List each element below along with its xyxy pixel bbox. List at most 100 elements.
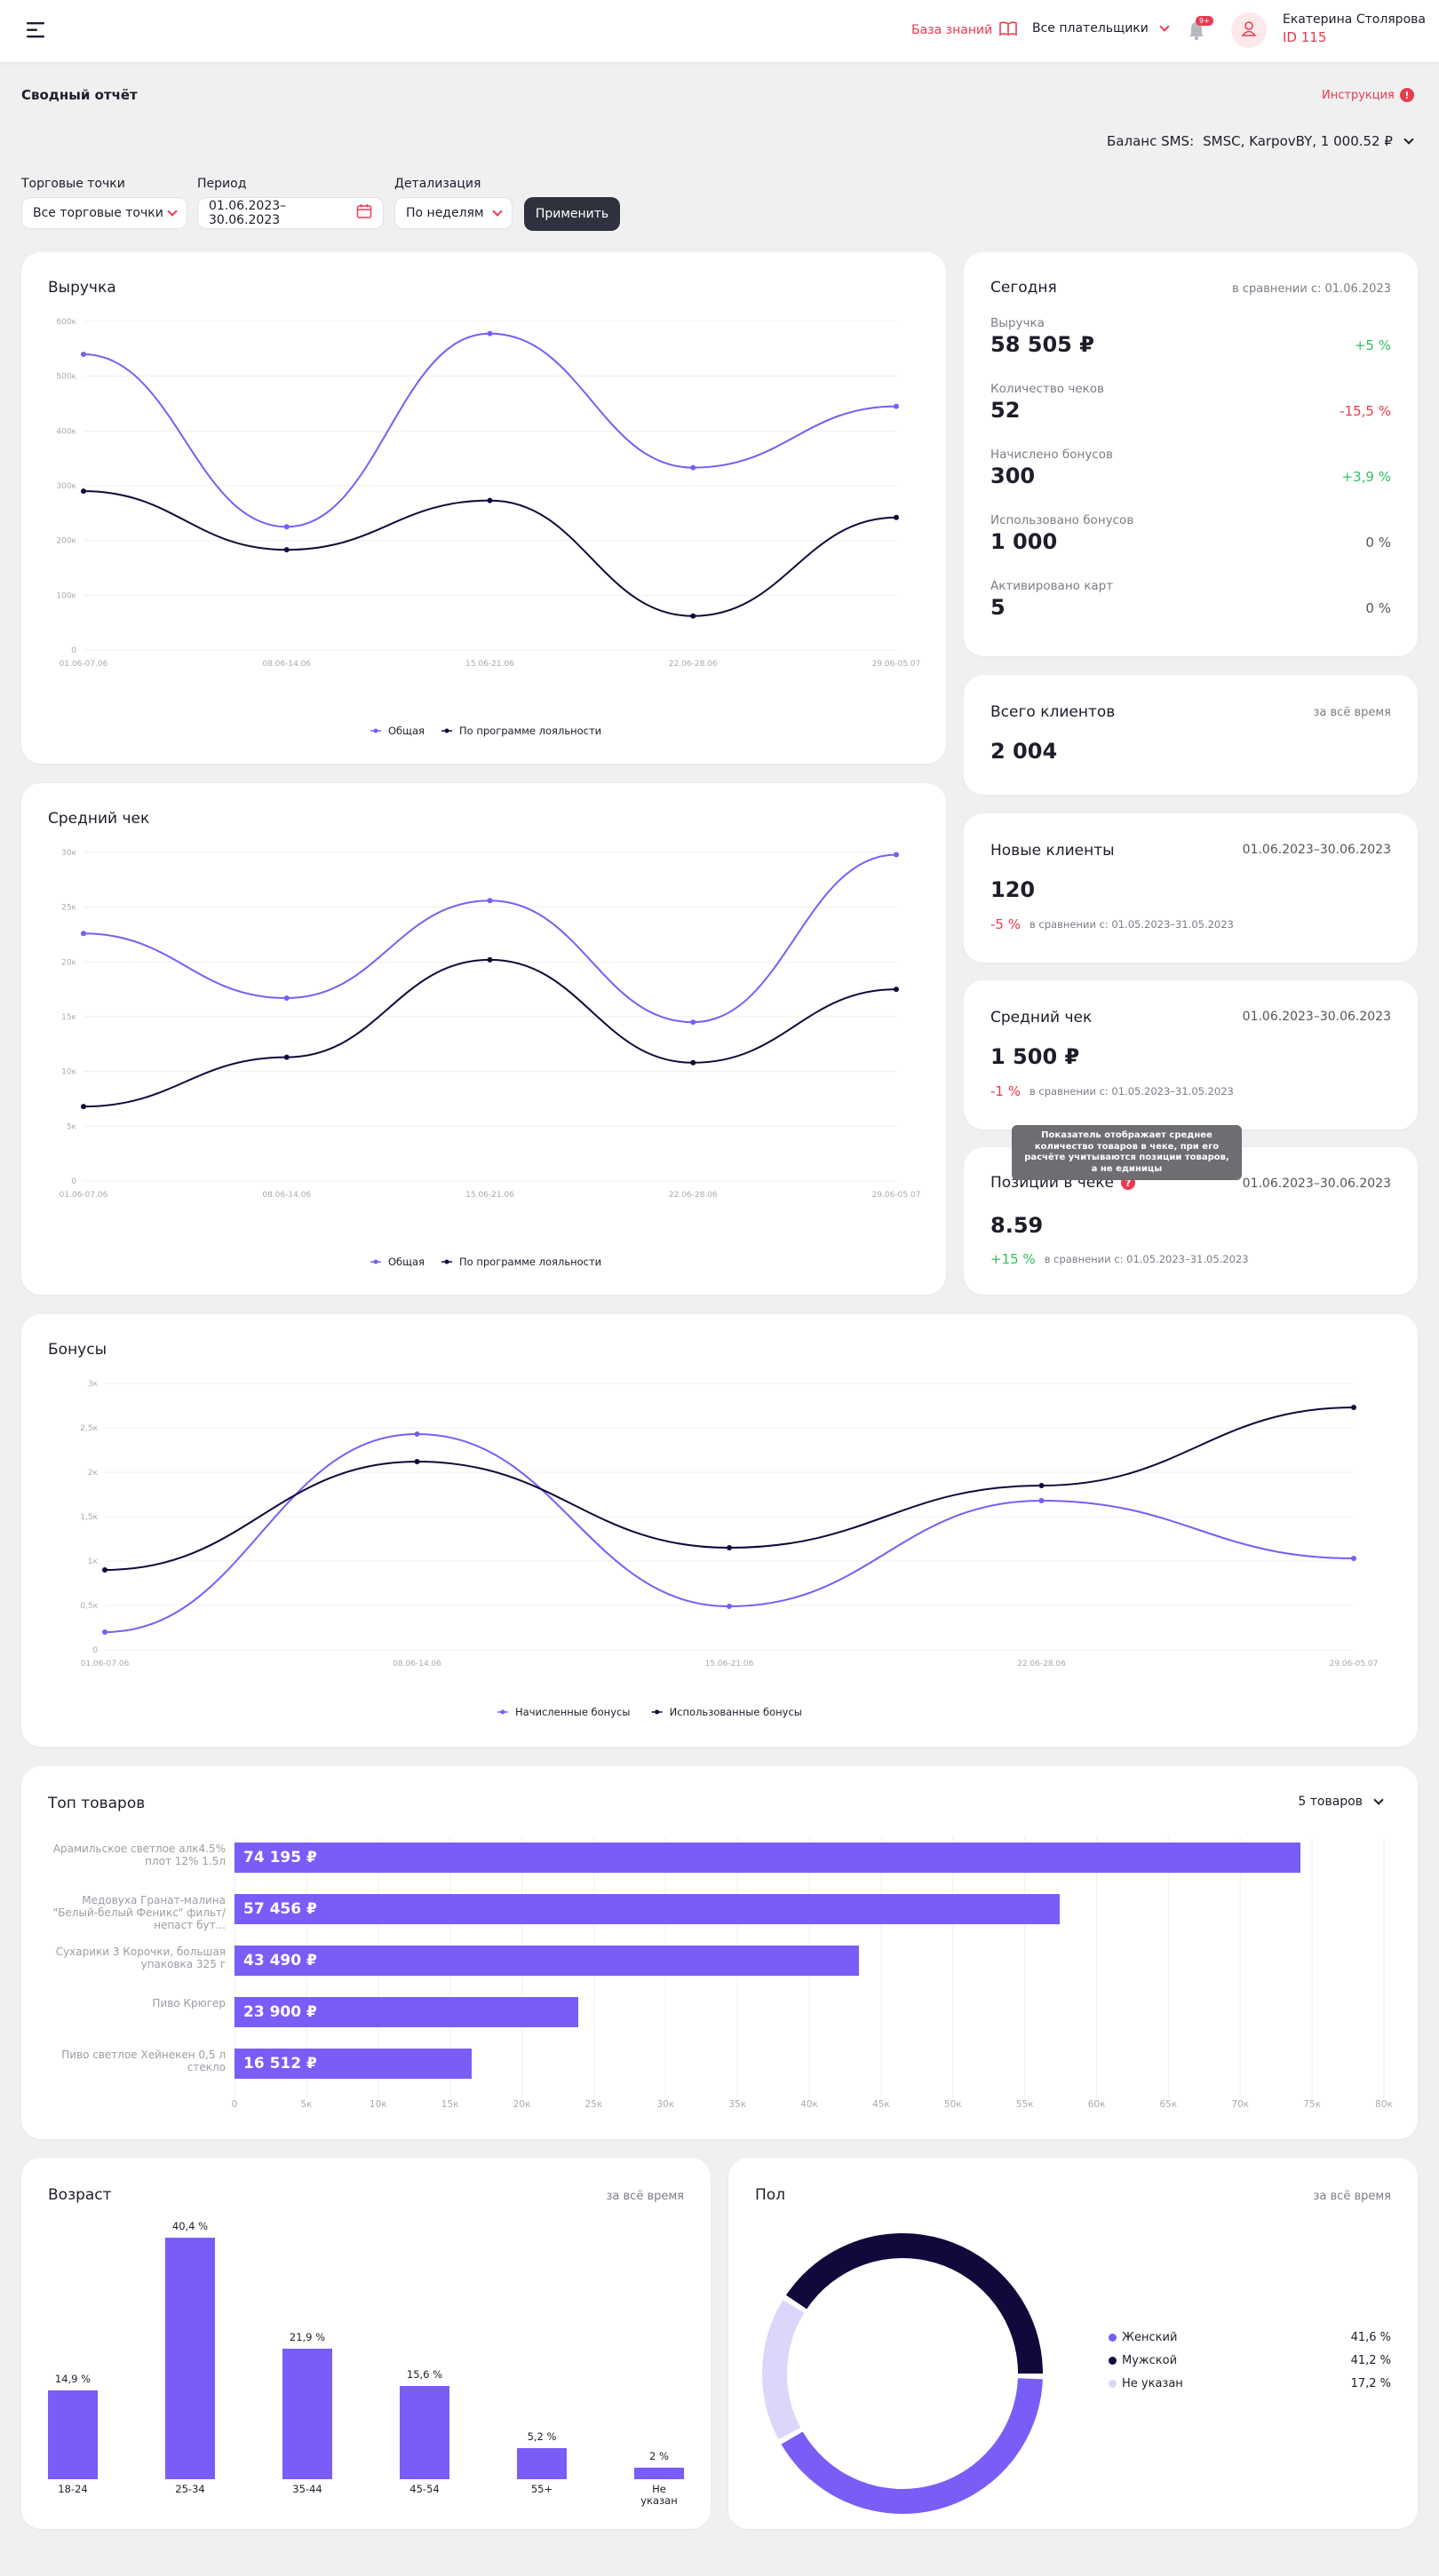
knowledge-base-link[interactable]: База знаний xyxy=(911,21,1017,39)
gender-legend-item: Не указан xyxy=(1109,2377,1183,2390)
book-icon xyxy=(999,21,1017,39)
data-point xyxy=(414,1431,420,1437)
gender-title: Пол xyxy=(755,2186,786,2204)
x-tick-label: 08.06-14.06 xyxy=(393,1660,441,1668)
y-tick-label: 0,5к xyxy=(80,1602,98,1611)
series-line xyxy=(104,1432,1355,1633)
y-tick-label: 200к xyxy=(56,537,76,546)
age-bar xyxy=(48,2390,98,2479)
x-tick-label: 80к xyxy=(1375,2099,1393,2110)
x-tick-label: 50к xyxy=(944,2099,962,2110)
y-tick-label: 30к xyxy=(61,849,76,858)
legend-marker xyxy=(444,1259,449,1264)
data-point xyxy=(487,330,493,337)
data-point xyxy=(1038,1498,1045,1503)
top-products-select[interactable]: 5 товаров xyxy=(1298,1795,1384,1809)
product-bar: 57 456 ₽ xyxy=(235,1894,1061,1924)
new-clients-delta: -5 % xyxy=(990,916,1021,932)
donut-slice xyxy=(762,2300,805,2440)
top-products-chart: 0 5к 10к 15к 20к 25к 30к 35к 40к 45к 50к 55к 60к 65к 7… xyxy=(21,1766,1418,2139)
y-tick-label: 0 xyxy=(71,1177,76,1186)
gender-period: за всё время xyxy=(1313,2190,1392,2203)
x-tick-label: 70к xyxy=(1231,2099,1249,2110)
age-category-label: 35-44 xyxy=(292,2483,322,2495)
y-tick-label: 5к xyxy=(67,1122,77,1131)
menu-icon[interactable] xyxy=(27,21,46,39)
product-name: Сухарики 3 Корочки, большая упаковка 325… xyxy=(55,1946,226,1970)
data-point xyxy=(894,403,899,409)
age-value-label: 2 % xyxy=(649,2449,669,2462)
legend-label: Общая xyxy=(388,1256,425,1268)
data-point xyxy=(283,1054,290,1060)
revenue-card: Выручка 0 100к 200к 300к 400к 500к 600к 01.06-0… xyxy=(21,252,946,764)
legend-label: Начисленные бонусы xyxy=(515,1706,630,1718)
data-point xyxy=(1351,1556,1356,1561)
positions-compare: в сравнении с: 01.05.2023–31.05.2023 xyxy=(1044,1253,1249,1265)
y-tick-label: 0 xyxy=(92,1646,98,1655)
stat-label: Количество чеков xyxy=(990,382,1104,396)
x-tick-label: 29.06-05.07 xyxy=(872,1191,921,1200)
x-tick-label: 20к xyxy=(513,2099,531,2110)
stat-value: 5 xyxy=(990,595,1006,620)
new-clients-title: Новые клиенты xyxy=(990,842,1115,860)
bonus-card: Бонусы 0 0,5к 1к 1,5к 2к 2,5к 3к 01.06-07.06 08.… xyxy=(21,1314,1418,1747)
age-category-label: 55+ xyxy=(530,2483,553,2495)
y-tick-label: 10к xyxy=(61,1068,76,1077)
stat-label: Активировано карт xyxy=(990,579,1114,593)
product-name: Пиво Крюгер xyxy=(152,1997,226,2009)
data-point xyxy=(81,931,86,937)
instruction-link[interactable]: Инструкция ! xyxy=(1322,88,1414,102)
series-line xyxy=(83,490,897,617)
y-tick-label: 0 xyxy=(71,646,76,655)
chevron-down-icon xyxy=(167,206,178,217)
data-point xyxy=(81,488,86,495)
x-tick-label: 15к xyxy=(441,2099,459,2110)
avg-check-stat-period: 01.06.2023–30.06.2023 xyxy=(1242,1010,1391,1024)
total-clients-period: за всё время xyxy=(1313,706,1392,719)
knowledge-base-label: База знаний xyxy=(911,23,993,37)
legend-marker xyxy=(655,1709,660,1715)
new-clients-card: Новые клиенты 01.06.2023–30.06.2023 120 … xyxy=(964,813,1418,963)
x-tick-label: 22.06-28.06 xyxy=(669,660,718,669)
x-tick-label: 60к xyxy=(1088,2099,1106,2110)
y-tick-label: 3к xyxy=(88,1380,99,1389)
avatar[interactable] xyxy=(1231,12,1267,48)
data-point xyxy=(283,995,290,1002)
age-category-label: 25-34 xyxy=(175,2483,205,2495)
legend-marker xyxy=(444,728,449,733)
payers-select[interactable]: Все плательщики xyxy=(1032,21,1170,36)
y-tick-label: 600к xyxy=(56,318,76,327)
notifications-bell[interactable]: 9+ xyxy=(1187,16,1213,43)
top-bar: База знаний Все плательщики 9+ Екатерина… xyxy=(0,0,1439,62)
apply-button[interactable]: Применить xyxy=(524,197,620,231)
detail-select[interactable]: По неделям xyxy=(394,197,513,229)
legend-marker xyxy=(1109,2357,1117,2365)
total-clients-value: 2 004 xyxy=(990,739,1058,764)
points-select[interactable]: Все торговые точки xyxy=(21,197,187,229)
data-point xyxy=(283,524,290,530)
x-tick-label: 25к xyxy=(585,2099,603,2110)
positions-delta: +15 % xyxy=(990,1251,1036,1267)
data-point xyxy=(283,547,290,553)
age-bar xyxy=(165,2238,215,2479)
age-title: Возраст xyxy=(48,2186,112,2204)
legend-label: По программе лояльности xyxy=(459,1256,601,1268)
y-tick-label: 400к xyxy=(56,427,76,436)
x-tick-label: 40к xyxy=(800,2099,818,2110)
age-bar xyxy=(634,2467,684,2479)
data-point xyxy=(690,613,696,619)
today-title: Сегодня xyxy=(990,279,1057,297)
period-input[interactable]: 01.06.2023–30.06.2023 xyxy=(197,197,384,229)
points-filter-label: Торговые точки xyxy=(21,177,125,191)
y-tick-label: 500к xyxy=(56,373,76,382)
new-clients-value: 120 xyxy=(990,877,1036,902)
chevron-down-icon xyxy=(1159,21,1170,32)
sms-balance[interactable]: Баланс SMS: SMSC, KarpovBY, 1 000.52 ₽ xyxy=(1107,133,1414,149)
bonus-title: Бонусы xyxy=(48,1341,107,1359)
data-point xyxy=(894,987,899,993)
series-line xyxy=(83,958,897,1108)
x-tick-label: 15.06-21.06 xyxy=(465,1191,514,1200)
x-tick-label: 22.06-28.06 xyxy=(669,1191,718,1200)
data-point xyxy=(690,1019,696,1026)
gender-donut-chart xyxy=(762,2233,1043,2514)
